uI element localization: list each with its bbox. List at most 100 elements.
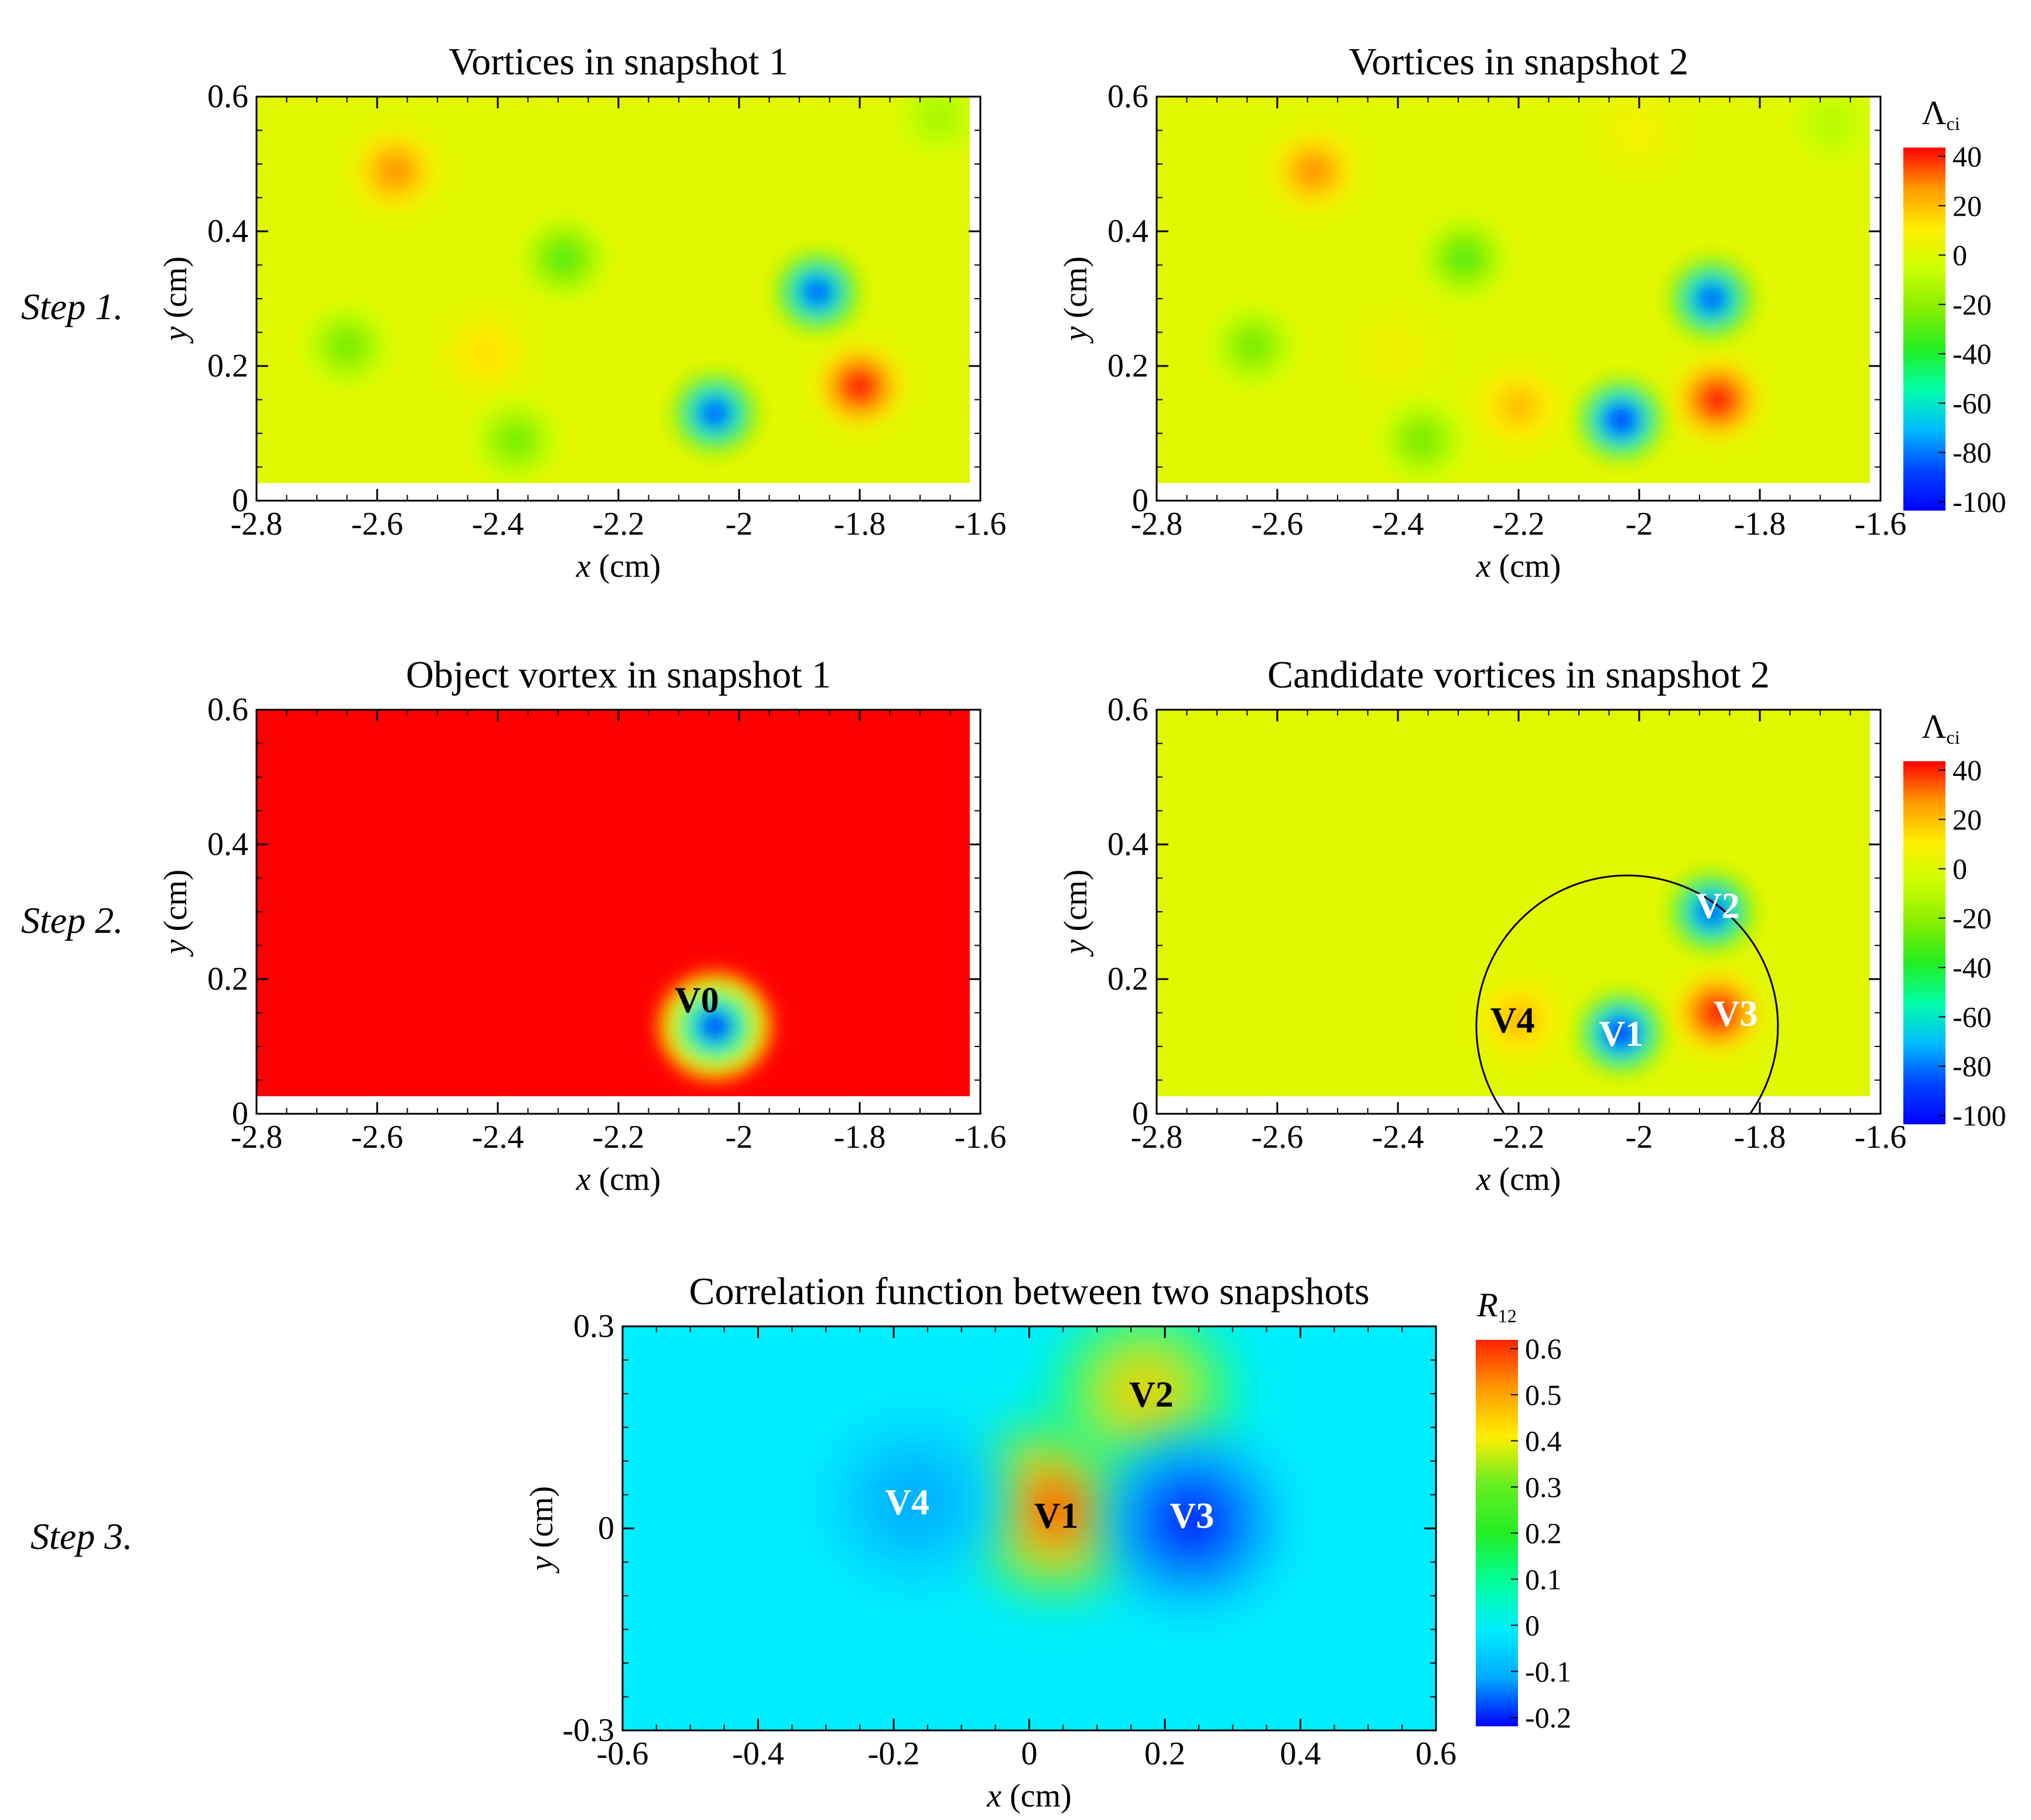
x-axis-label: x (cm) [1476, 1161, 1561, 1198]
vortex-blob [1475, 365, 1562, 447]
y-tick-label: 0 [1132, 483, 1148, 519]
colorbar-tick-label: -60 [1953, 386, 1992, 419]
y-axis-label: y (cm) [158, 256, 194, 344]
vortex-blob [1596, 97, 1683, 172]
x-tick-label: -1.6 [1855, 506, 1907, 542]
vortex-blob [672, 372, 758, 454]
vortex-label-v4: V4 [1490, 1001, 1535, 1041]
chart-title: Object vortex in snapshot 1 [406, 654, 831, 696]
vortex-blob [304, 305, 390, 387]
vortex-label-v2: V2 [1129, 1375, 1174, 1415]
y-axis-label: y (cm) [158, 870, 194, 957]
colorbar-tick-label: -40 [1953, 337, 1992, 370]
x-tick-label: -2.8 [1131, 506, 1183, 542]
vortex-blob [1421, 217, 1507, 299]
x-tick-label: -1.8 [834, 506, 886, 542]
x-tick-label: -2.2 [593, 1119, 645, 1155]
vortex-blob [521, 217, 607, 299]
vortex-blob [1578, 992, 1664, 1074]
colorbar-lambda-ci-middle: 40 20 0 -20 -40 -60 -80 -100 Λci [1903, 707, 2006, 1132]
step-3-label: Step 3. [30, 1515, 132, 1557]
colorbar-tick-label: 0.5 [1525, 1378, 1562, 1411]
y-tick-label: 0.4 [207, 213, 248, 249]
x-tick-label: -2.6 [1252, 506, 1304, 542]
x-tick-label: 0 [1021, 1736, 1038, 1772]
vortex-blob [1789, 97, 1876, 165]
x-tick-label: -2.4 [1372, 1119, 1424, 1155]
vortex-blob [1674, 358, 1761, 441]
x-tick-label: -2.6 [351, 1119, 404, 1155]
colorbar-tick-label: 20 [1953, 803, 1982, 836]
x-tick-label: -1.6 [955, 506, 1007, 542]
colorbar-tick-label: 0.6 [1525, 1332, 1562, 1365]
vortex-label-v3: V3 [1170, 1496, 1214, 1536]
vortex-blob [473, 399, 559, 481]
x-tick-label: -2.6 [1252, 1119, 1304, 1155]
x-tick-label: -1.8 [834, 1119, 886, 1155]
y-tick-label: 0.2 [207, 348, 248, 384]
vortex-label-v0: V0 [675, 981, 719, 1021]
y-tick-label: 0 [598, 1510, 614, 1547]
x-tick-label: -2.2 [593, 506, 645, 542]
x-tick-label: -0.4 [732, 1736, 784, 1772]
vortex-blob [1099, 1434, 1284, 1610]
chart-title: Correlation function between two snapsho… [689, 1270, 1369, 1313]
x-tick-label: 0.6 [1415, 1736, 1456, 1772]
y-tick-label: 0.2 [207, 961, 248, 997]
y-tick-label: 0.2 [1107, 961, 1148, 997]
vortex-blob [1668, 871, 1755, 953]
y-tick-label: 0.4 [207, 826, 248, 863]
colorbar-tick-label: 20 [1953, 189, 1982, 222]
vortex-blob [1578, 379, 1664, 461]
field-background [257, 710, 970, 1096]
colorbar-tick-label: 0 [1525, 1609, 1540, 1642]
x-tick-label: -2 [1626, 1119, 1653, 1155]
x-axis-label: x (cm) [576, 1161, 661, 1198]
y-axis-label: y (cm) [524, 1486, 560, 1574]
step-2-label: Step 2. [21, 899, 123, 941]
y-tick-label: 0 [232, 1096, 248, 1132]
vortex-label-v3: V3 [1714, 994, 1758, 1034]
vortex-blob [1668, 258, 1755, 340]
colorbar-tick-label: -80 [1953, 436, 1992, 469]
vortex-label-v1: V1 [1034, 1496, 1079, 1536]
x-tick-label: -2.4 [472, 506, 524, 542]
x-axis-label: x (cm) [986, 1778, 1072, 1814]
colorbar-tick-label: 40 [1953, 754, 1982, 786]
colorbar-tick-label: -20 [1953, 288, 1992, 321]
x-tick-label: -2.8 [1131, 1119, 1183, 1155]
chart-title: Candidate vortices in snapshot 2 [1267, 654, 1770, 696]
x-axis-label: x (cm) [1476, 548, 1561, 584]
panel-correlation-function: -0.6 -0.4 -0.2 0 0.2 0.4 0.6 -0.3 0 0.3 Correlatio… [524, 1270, 1456, 1814]
vortex-blob [774, 251, 861, 333]
vortex-blob [1379, 399, 1465, 481]
vortex-blob [659, 973, 771, 1079]
vortex-blob [442, 312, 529, 394]
y-tick-label: 0.6 [1107, 692, 1148, 728]
vortex-blob [1674, 971, 1761, 1054]
colorbar-tick-label: -20 [1953, 902, 1992, 935]
x-tick-label: -2 [726, 1119, 753, 1155]
colorbar-tick-label: -40 [1953, 951, 1992, 984]
panel-candidate-vortices-snapshot-2: -2.8 -2.6 -2.4 -2.2 -2 -1.8 -1.6 0 0.2 0.4 0.6 Cand… [1058, 654, 1906, 1198]
y-axis-label: y (cm) [1058, 870, 1094, 957]
step-1-label: Step 1. [21, 286, 123, 327]
chart-title: Vortices in snapshot 2 [1349, 40, 1688, 83]
x-tick-label: -0.6 [597, 1736, 649, 1772]
colorbar-tick-label: -80 [1953, 1050, 1992, 1083]
y-tick-label: 0.4 [1107, 213, 1148, 249]
colorbar-lambda-ci-top: 40 20 0 -20 -40 -60 -80 -100 Λci [1903, 94, 2006, 518]
vortex-label-v1: V1 [1599, 1014, 1643, 1054]
x-tick-label: -1.6 [1855, 1119, 1907, 1155]
colorbar-tick-label: -0.2 [1525, 1701, 1571, 1734]
colorbar-title: R12 [1476, 1286, 1516, 1326]
colorbar-tick-label: 0 [1953, 239, 1967, 272]
colorbar-tick-label: -0.1 [1525, 1655, 1571, 1688]
colorbar-tick-label: 0.2 [1525, 1517, 1562, 1549]
vortex-blob [895, 97, 980, 158]
vortex-blob [1270, 129, 1357, 212]
y-axis-label: y (cm) [1058, 256, 1094, 344]
x-tick-label: -2 [1626, 506, 1653, 542]
panel-vortices-snapshot-1: -2.8 -2.6 -2.4 -2.2 -2 -1.8 -1.6 0 0.2 0.4 0.6 Vort… [158, 40, 1006, 584]
colorbar-tick-label: 40 [1953, 140, 1982, 173]
